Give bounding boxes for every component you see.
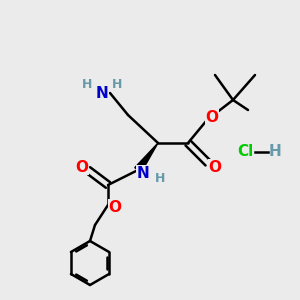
Text: H: H [268, 145, 281, 160]
Text: Cl: Cl [237, 145, 253, 160]
Text: O: O [109, 200, 122, 214]
Text: H: H [82, 77, 92, 91]
Text: O: O [208, 160, 221, 175]
Text: O: O [76, 160, 88, 175]
Text: H: H [155, 172, 165, 184]
Text: N: N [136, 166, 149, 181]
Text: N: N [96, 85, 108, 100]
Text: O: O [206, 110, 218, 124]
Polygon shape [135, 143, 158, 172]
Text: H: H [112, 77, 122, 91]
